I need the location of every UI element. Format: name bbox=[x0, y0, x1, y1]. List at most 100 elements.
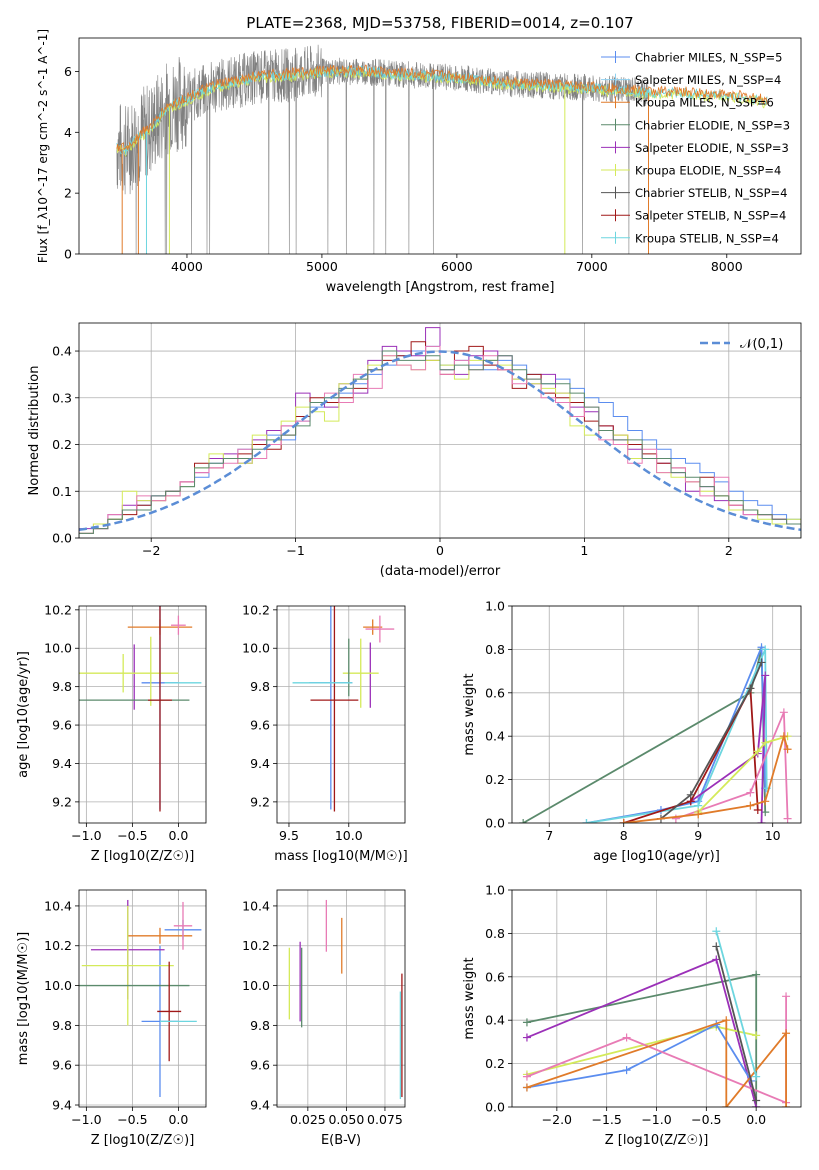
weight-marker bbox=[746, 684, 755, 693]
x-tick-label: 5000 bbox=[306, 259, 338, 274]
age-vs-Z-marks bbox=[79, 606, 202, 812]
weight-vs-age-panel: 7 8 9 10 0.0 0.2 0.4 0.6 0.8 1.0 age [log10(age/yr… bbox=[462, 599, 802, 864]
x-tick-label: −2.0 bbox=[542, 1112, 572, 1127]
axes-frame bbox=[276, 605, 406, 824]
axes-frame bbox=[276, 889, 406, 1108]
y-tick-label: 9.6 bbox=[52, 1058, 72, 1073]
x-tick-label: 0.025 bbox=[290, 1112, 326, 1127]
x-tick-label: 0.0 bbox=[168, 828, 188, 843]
weight-marker bbox=[522, 1072, 531, 1081]
weight-line bbox=[715, 946, 758, 1101]
weight-marker bbox=[753, 747, 762, 756]
x-tick-label: −1.0 bbox=[71, 828, 101, 843]
y-tick-label: 10.2 bbox=[242, 938, 270, 953]
weight-marker bbox=[622, 1033, 631, 1042]
x-tick-label: 0.0 bbox=[168, 1112, 188, 1127]
mass-vs-ebv-marks bbox=[288, 899, 403, 1100]
legend-entry: Salpeter MILES, N_SSP=4 bbox=[635, 73, 781, 87]
spectrum-marks bbox=[116, 44, 768, 254]
x-tick-label: 8 bbox=[620, 828, 628, 843]
weight-marker bbox=[757, 819, 766, 823]
model-spectrum bbox=[116, 64, 768, 153]
errorbar-point bbox=[363, 619, 383, 635]
weight-marker bbox=[671, 814, 680, 823]
axes-frame bbox=[78, 889, 207, 1108]
axes-frame bbox=[78, 605, 207, 824]
weight-marker bbox=[779, 732, 788, 741]
weight-vs-Z-panel: −2.0 −1.5 −1.0 −0.5 0.0 0.0 0.2 0.4 0.6 0.8 1.0 Z [… bbox=[462, 883, 802, 1148]
x-axis-label: age [log10(age/yr)] bbox=[593, 849, 720, 864]
weight-line bbox=[715, 930, 758, 1077]
y-tick-label: 10.2 bbox=[242, 602, 270, 617]
x-axis-label: E(B-V) bbox=[321, 1133, 361, 1148]
grid bbox=[79, 890, 206, 1107]
weight-marker bbox=[619, 819, 628, 823]
legend-entry: Chabrier STELIB, N_SSP=4 bbox=[635, 186, 787, 200]
age-vs-mass-marks bbox=[292, 606, 395, 812]
x-tick-label: 6000 bbox=[441, 259, 473, 274]
legend-entry: 𝒩(0,1) bbox=[740, 337, 783, 352]
mass-vs-ebv-panel: 0.025 0.050 0.075 9.4 9.6 9.8 10.0 10.2 10.4 E(B-… bbox=[242, 889, 406, 1148]
x-tick-label: −0.5 bbox=[117, 828, 147, 843]
legend-entry: Salpeter ELODIE, N_SSP=3 bbox=[635, 141, 789, 155]
y-tick-label: 0.0 bbox=[52, 531, 72, 546]
weight-marker bbox=[761, 797, 770, 806]
y-tick-label: 10.4 bbox=[242, 898, 270, 913]
weight-vs-age-marks bbox=[519, 643, 792, 823]
y-tick-label: 0.6 bbox=[485, 969, 505, 984]
y-tick-label: 0.8 bbox=[485, 642, 505, 657]
x-axis-label: (data-model)/error bbox=[380, 564, 501, 579]
x-tick-label: 9.5 bbox=[279, 828, 299, 843]
y-tick-label: 1.0 bbox=[485, 599, 505, 614]
errorbar-point bbox=[310, 606, 359, 812]
y-axis-label: mass weight bbox=[462, 957, 477, 1039]
y-tick-label: 2 bbox=[64, 186, 72, 201]
x-axis-label: wavelength [Angstrom, rest frame] bbox=[326, 280, 555, 295]
y-tick-label: 9.6 bbox=[250, 718, 270, 733]
weight-marker bbox=[746, 788, 755, 797]
weight-vs-Z-marks bbox=[522, 927, 791, 1107]
x-tick-label: 2 bbox=[725, 543, 733, 558]
legend: Chabrier MILES, N_SSP=5 Salpeter MILES, N… bbox=[601, 51, 790, 245]
y-tick-label: 0.0 bbox=[485, 816, 505, 831]
y-tick-label: 4 bbox=[64, 125, 72, 140]
weight-marker bbox=[783, 745, 792, 754]
errorbar-point bbox=[148, 606, 172, 812]
weight-line bbox=[697, 735, 788, 813]
y-tick-label: 10.4 bbox=[44, 898, 72, 913]
legend: 𝒩(0,1) bbox=[700, 337, 783, 352]
y-tick-label: 0.0 bbox=[485, 1100, 505, 1115]
grid bbox=[512, 605, 801, 824]
y-tick-label: 0.4 bbox=[485, 1013, 505, 1028]
y-tick-label: 0.1 bbox=[52, 484, 72, 499]
weight-line bbox=[623, 685, 759, 823]
legend-entry: Kroupa ELODIE, N_SSP=4 bbox=[635, 164, 781, 178]
y-tick-label: 0.2 bbox=[485, 772, 505, 787]
y-tick-label: 9.2 bbox=[250, 794, 270, 809]
y-tick-label: 0.2 bbox=[485, 1056, 505, 1071]
y-tick-label: 9.4 bbox=[52, 1098, 72, 1113]
axes-frame bbox=[511, 605, 802, 824]
weight-marker bbox=[712, 927, 721, 936]
y-tick-label: 10.0 bbox=[242, 978, 270, 993]
x-tick-label: −1.5 bbox=[591, 1112, 621, 1127]
weight-marker bbox=[782, 1103, 791, 1107]
x-tick-label: −0.5 bbox=[117, 1112, 147, 1127]
y-tick-label: 10.0 bbox=[44, 978, 72, 993]
y-tick-label: 10.2 bbox=[44, 602, 72, 617]
x-tick-label: 9 bbox=[694, 828, 702, 843]
legend-entry: Salpeter STELIB, N_SSP=4 bbox=[635, 209, 786, 223]
spectrum-panel: 4000 5000 6000 7000 8000 0 2 4 6 wavelength [Angs… bbox=[36, 29, 802, 295]
y-tick-label: 0.4 bbox=[485, 729, 505, 744]
y-tick-label: 10.2 bbox=[44, 938, 72, 953]
grid bbox=[277, 890, 405, 1107]
y-tick-label: 0 bbox=[64, 247, 72, 262]
y-tick-label: 1.0 bbox=[485, 883, 505, 898]
legend-entry: Chabrier MILES, N_SSP=5 bbox=[635, 51, 782, 65]
y-tick-label: 0.3 bbox=[52, 390, 72, 405]
weight-marker bbox=[782, 992, 791, 1001]
x-axis-label: mass [log10(M/M☉)] bbox=[274, 849, 407, 864]
y-tick-label: 9.4 bbox=[250, 756, 270, 771]
y-tick-label: 9.2 bbox=[52, 794, 72, 809]
